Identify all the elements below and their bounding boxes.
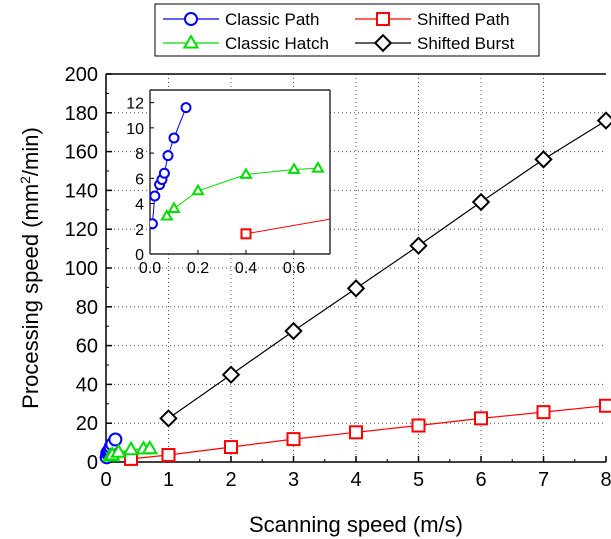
legend-marker-shifted-burst (373, 33, 393, 53)
x-axis-label: Scanning speed (m/s) (249, 512, 463, 537)
y-axis-label-sup: 2 (17, 176, 33, 184)
inset-data-point-classic-path (180, 102, 192, 114)
legend-marker-classic-hatch (182, 34, 200, 49)
y-tick-label: 20 (76, 413, 98, 435)
y-tick-label: 200 (65, 64, 98, 86)
y-tick-label: 100 (65, 258, 98, 280)
legend-marker-classic-path (184, 12, 198, 26)
inset-y-tick-label: 6 (135, 171, 144, 188)
x-tick-label: 8 (600, 469, 611, 491)
x-tick-label: 2 (225, 469, 236, 491)
inset-y-tick-label: 4 (135, 197, 144, 214)
legend-label-classic-hatch: Classic Hatch (225, 34, 329, 53)
data-point-shifted-path (536, 405, 551, 420)
inset-data-point-classic-hatch (239, 167, 253, 179)
legend-label-shifted-burst: Shifted Burst (417, 34, 515, 53)
data-point-shifted-path (474, 411, 488, 426)
inset-data-point-classic-hatch (311, 161, 325, 173)
x-tick-label: 5 (413, 469, 424, 491)
y-tick-label: 60 (76, 336, 98, 358)
x-tick-label: 4 (350, 469, 361, 491)
legend-box (154, 3, 540, 57)
data-point-shifted-burst (409, 236, 428, 255)
inset-y-tick-label: 2 (135, 222, 144, 239)
x-tick-label: 0 (100, 469, 111, 491)
legend-label-classic-path: Classic Path (225, 10, 319, 29)
inset-x-tick-label: 0.2 (187, 260, 209, 277)
inset-plot: 0.0 0.2 0.4 0.6 0 2 4 6 8 10 12 (126, 89, 331, 277)
inset-data-point-classic-path (158, 167, 170, 179)
y-tick-label: 120 (65, 219, 98, 241)
y-axis-label-tail: /min) (18, 127, 43, 176)
data-point-shifted-burst (159, 409, 178, 428)
data-point-shifted-path (349, 425, 363, 440)
x-tick-label: 7 (538, 469, 549, 491)
inset-y-tick-label: 10 (126, 121, 144, 138)
inset-data-point-classic-path (150, 190, 161, 202)
inset-data-point-classic-path (150, 218, 158, 230)
inset-x-tick-label: 0.4 (235, 260, 257, 277)
data-point-classic-hatch (141, 439, 159, 455)
data-point-shifted-path (286, 432, 301, 447)
inset-y-tick-label: 12 (126, 96, 144, 113)
inset-y-tick-label: 0 (135, 247, 144, 264)
y-tick-label: 140 (65, 180, 98, 202)
y-tick-label: 40 (76, 374, 98, 396)
x-tick-label: 1 (163, 469, 174, 491)
inset-y-tick-label: 8 (135, 146, 144, 163)
legend: Classic Path Shifted Path Classic Hatch Shi… (154, 3, 540, 57)
y-axis-label-main: Processing speed (mm (18, 184, 43, 409)
series-line-shifted-burst (168, 120, 607, 419)
x-tick-label: 3 (288, 469, 299, 491)
data-point-classic-hatch (110, 443, 127, 458)
inset-data-point-classic-hatch (287, 162, 301, 174)
data-point-classic-hatch (122, 440, 140, 456)
y-axis-label: Processing speed (mm2/min) (17, 127, 43, 409)
y-tick-label: 180 (65, 103, 98, 125)
inset-series-line-shifted-path (245, 218, 330, 235)
data-point-shifted-burst (221, 365, 241, 384)
inset-data-point-classic-hatch (160, 208, 174, 221)
data-point-shifted-burst (534, 150, 553, 169)
inset-data-point-classic-path (162, 150, 174, 162)
data-point-shifted-path (599, 398, 611, 413)
inset-data-point-classic-hatch (167, 201, 181, 213)
inset-data-point-shifted-path (240, 228, 252, 240)
inset-data-point-classic-hatch (191, 183, 205, 196)
data-point-shifted-burst (471, 192, 491, 212)
data-point-shifted-burst (346, 279, 366, 298)
inset-x-tick-label: 0.6 (283, 260, 305, 277)
y-tick-label: 160 (65, 142, 98, 164)
x-tick-label: 6 (475, 469, 486, 491)
data-point-shifted-path (411, 418, 426, 433)
inset-series-group (150, 102, 330, 240)
data-point-shifted-burst (596, 111, 611, 130)
data-point-shifted-path (224, 440, 238, 455)
inset-x-tick-label: 0.0 (139, 260, 161, 277)
legend-label-shifted-path: Shifted Path (417, 10, 510, 29)
data-point-shifted-burst (284, 321, 303, 341)
data-point-shifted-path (161, 448, 176, 463)
data-point-classic-path (108, 432, 123, 447)
y-tick-label: 0 (87, 452, 98, 474)
y-tick-label: 80 (76, 297, 98, 319)
inset-data-point-classic-path (168, 132, 180, 144)
inset-plot-area (150, 90, 330, 254)
legend-marker-shifted-path (376, 12, 390, 26)
